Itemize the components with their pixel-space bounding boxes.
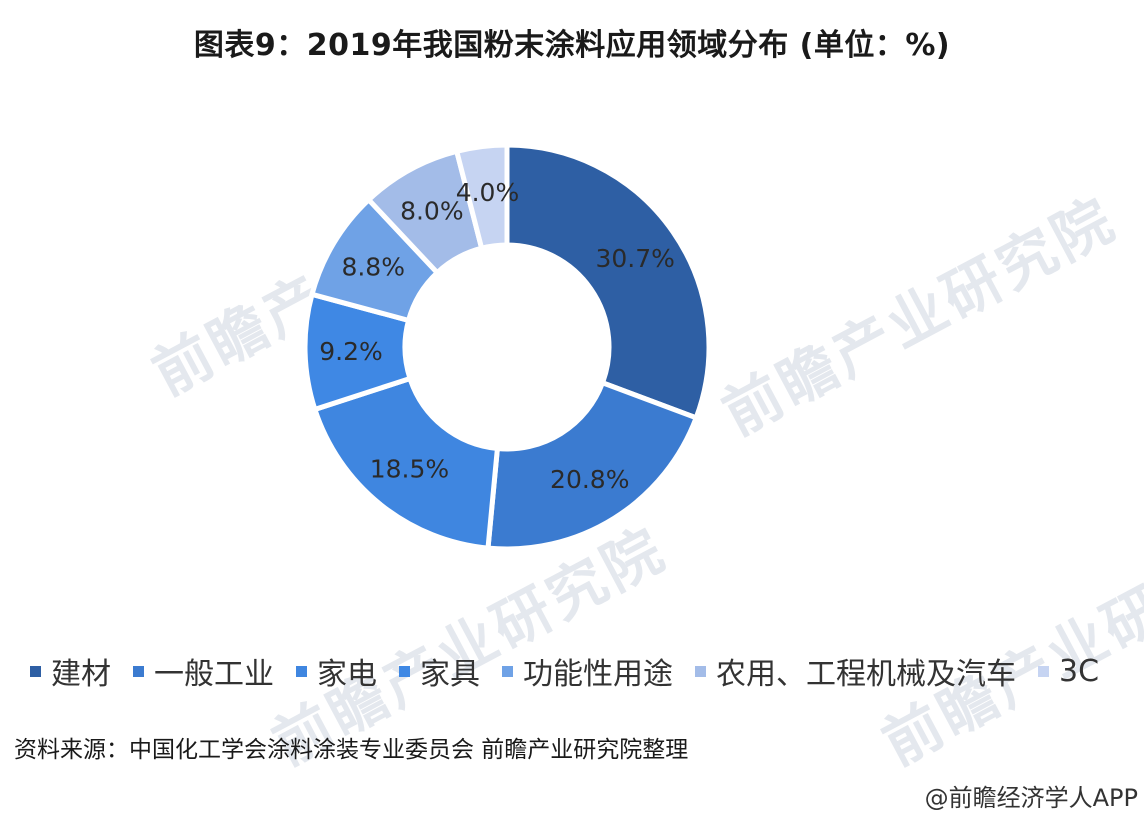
legend-label: 3C <box>1059 653 1100 689</box>
legend-swatch <box>399 665 410 677</box>
pie-slice-7 <box>453 142 510 252</box>
data-label-3: 18.5% <box>370 455 449 484</box>
pie-slice-3 <box>311 375 501 551</box>
legend-item-1: 建材 <box>30 649 111 693</box>
data-label-2: 20.8% <box>550 465 629 494</box>
legend-swatch <box>695 665 706 677</box>
data-label-6: 8.0% <box>400 196 464 225</box>
data-label-5: 8.8% <box>341 253 405 282</box>
chart-title: 图表9：2019年我国粉末涂料应用领域分布 (单位：%) <box>193 28 951 63</box>
legend: 建材 一般工业 家电 家具 功能性用途 农用、工程机械及汽车 3C <box>30 648 1130 694</box>
legend-swatch <box>30 665 41 677</box>
legend-label: 家具 <box>420 657 480 692</box>
credit-note: @前瞻经济学人APP <box>924 784 1138 812</box>
legend-swatch <box>133 665 144 677</box>
legend-label: 建材 <box>51 657 111 692</box>
legend-item-7: 3C <box>1038 654 1099 689</box>
donut-chart: 30.7% 20.8% 18.5% 9.2% 8.8% 8.0%4.0% <box>305 142 712 552</box>
pie-slice-2 <box>485 379 700 552</box>
legend-swatch <box>1038 665 1049 677</box>
legend-swatch <box>296 665 307 677</box>
legend-item-4: 家具 <box>399 649 480 693</box>
legend-label: 家电 <box>317 657 377 692</box>
legend-item-3: 家电 <box>296 649 377 693</box>
data-label-7: 4.0% <box>456 178 520 207</box>
legend-label: 一般工业 <box>154 657 274 692</box>
legend-label: 农用、工程机械及汽车 <box>716 657 1016 692</box>
pie-slice-1 <box>504 142 712 422</box>
legend-item-6: 农用、工程机械及汽车 <box>695 649 1016 693</box>
data-label-4: 9.2% <box>319 337 383 366</box>
data-label-1: 30.7% <box>595 244 674 273</box>
legend-item-5: 功能性用途 <box>502 649 673 693</box>
source-note: 资料来源：中国化工学会涂料涂装专业委员会 前瞻产业研究院整理 <box>14 737 689 763</box>
legend-item-2: 一般工业 <box>133 649 274 693</box>
legend-label: 功能性用途 <box>523 657 673 692</box>
legend-swatch <box>502 665 513 677</box>
